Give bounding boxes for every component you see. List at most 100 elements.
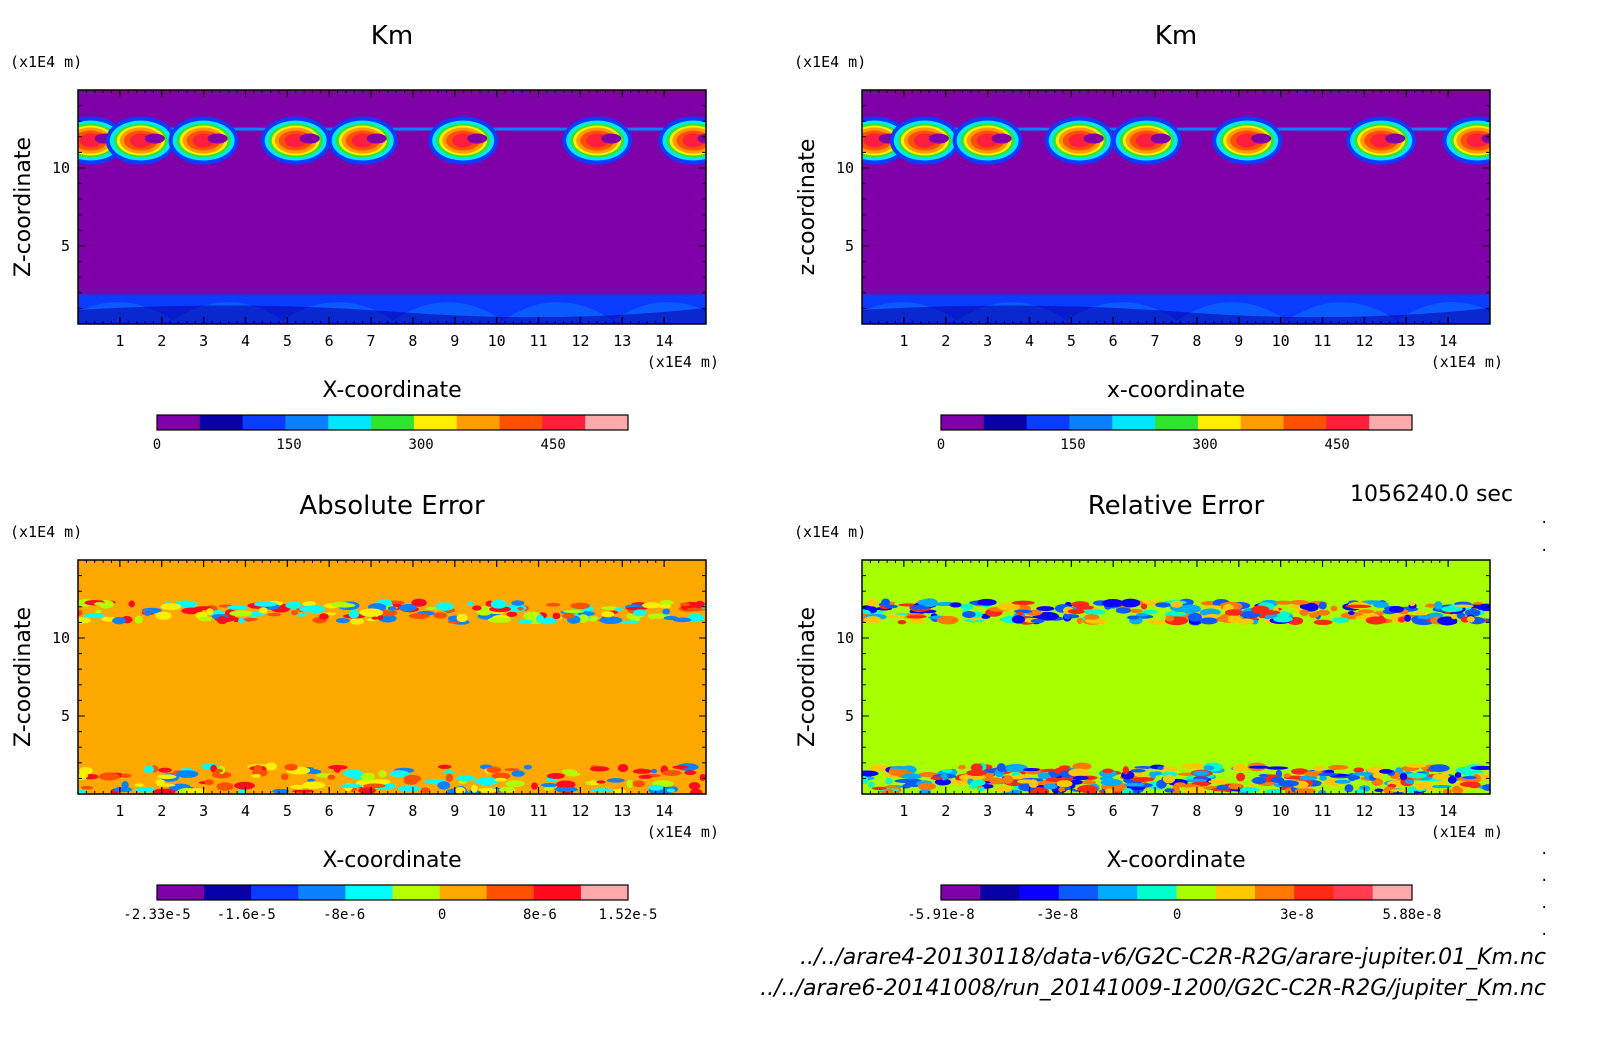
colorbar-tick-label: -5.91e-8 bbox=[907, 907, 974, 923]
plume-swirl bbox=[1083, 133, 1104, 144]
colorbar-swatch bbox=[345, 885, 393, 900]
timestamp: 1056240.0 sec bbox=[1350, 482, 1514, 507]
error-speck bbox=[456, 613, 468, 623]
error-speck bbox=[78, 609, 83, 616]
colorbar-swatch bbox=[199, 415, 244, 430]
x-axis: 1 2 3 4 5 6 7 8 9 10 11 12 13 14(x1E4 m)x-coordinate bbox=[869, 90, 1503, 403]
error-speck bbox=[897, 619, 907, 625]
error-speck bbox=[1183, 786, 1207, 794]
error-speck bbox=[1454, 772, 1462, 778]
error-speck bbox=[1466, 616, 1475, 623]
error-speck bbox=[589, 766, 610, 772]
colorbar-swatch bbox=[439, 885, 488, 900]
error-speck bbox=[536, 615, 545, 623]
error-speck bbox=[976, 598, 997, 606]
decor-dot: . bbox=[1540, 869, 1549, 885]
error-speck bbox=[632, 780, 646, 788]
error-speck bbox=[216, 782, 234, 791]
error-speck bbox=[1406, 764, 1427, 768]
error-speck bbox=[387, 606, 397, 611]
error-speck bbox=[1289, 599, 1310, 605]
error-speck bbox=[1447, 776, 1457, 784]
error-speck bbox=[80, 785, 94, 790]
colorbar-swatch bbox=[499, 415, 543, 430]
error-speck bbox=[1434, 601, 1443, 610]
error-speck bbox=[1460, 785, 1469, 791]
error-speck bbox=[1130, 769, 1146, 773]
error-speck bbox=[204, 779, 214, 786]
error-speck bbox=[1353, 767, 1365, 773]
error-speck bbox=[901, 773, 922, 780]
error-speck bbox=[1236, 772, 1246, 782]
error-speck bbox=[144, 609, 151, 617]
error-speck bbox=[1173, 782, 1187, 788]
x-tick-label: 10 bbox=[1272, 332, 1290, 350]
heatmap-field bbox=[862, 116, 1490, 324]
error-speck bbox=[626, 779, 633, 789]
error-speck bbox=[477, 787, 499, 793]
colorbar-swatch bbox=[1369, 415, 1413, 430]
x-tick-label: 2 bbox=[157, 332, 166, 350]
error-speck bbox=[1252, 776, 1267, 785]
error-speck bbox=[1313, 765, 1325, 772]
colorbar-tick-label: -2.33e-5 bbox=[123, 907, 190, 923]
y-tick-label: 10 bbox=[52, 629, 70, 647]
error-speck bbox=[155, 779, 166, 785]
y-axis: 5 10 z-coordinate bbox=[795, 105, 1490, 309]
error-speck bbox=[1417, 615, 1433, 620]
error-speck bbox=[1409, 601, 1416, 607]
error-speck bbox=[543, 787, 555, 791]
error-speck bbox=[253, 764, 263, 774]
error-speck bbox=[1357, 609, 1375, 614]
error-speck bbox=[590, 788, 614, 793]
error-speck bbox=[350, 617, 365, 625]
colorbar-swatch bbox=[371, 415, 415, 430]
colorbar-swatch bbox=[486, 885, 535, 900]
error-speck bbox=[625, 607, 648, 611]
error-speck bbox=[686, 607, 702, 612]
error-speck bbox=[918, 771, 938, 778]
error-speck bbox=[505, 780, 525, 788]
colorbar-swatch bbox=[580, 885, 629, 900]
error-speck bbox=[638, 774, 653, 779]
x-tick-label: 9 bbox=[1234, 802, 1243, 820]
error-speck bbox=[1122, 766, 1130, 775]
x-tick-label: 6 bbox=[1109, 332, 1118, 350]
x-tick-label: 10 bbox=[488, 332, 506, 350]
x-tick-label: 5 bbox=[283, 332, 292, 350]
error-speck bbox=[1379, 768, 1393, 774]
error-speck bbox=[1291, 768, 1309, 775]
error-speck bbox=[889, 766, 912, 770]
x-tick-label: 14 bbox=[1439, 332, 1457, 350]
colorbar-swatch bbox=[941, 885, 981, 900]
error-speck bbox=[1068, 768, 1089, 777]
y-axis-label: Z-coordinate bbox=[11, 607, 36, 747]
error-speck bbox=[1030, 618, 1045, 624]
error-speck bbox=[906, 615, 927, 619]
error-speck bbox=[1330, 764, 1337, 771]
colorbar-swatch bbox=[1197, 415, 1242, 430]
error-speck bbox=[1028, 779, 1039, 788]
error-speck bbox=[1318, 601, 1327, 610]
decor-dot: . bbox=[1540, 896, 1549, 912]
x-tick-label: 13 bbox=[1397, 802, 1415, 820]
error-speck bbox=[1102, 768, 1114, 774]
error-speck bbox=[1332, 617, 1350, 623]
error-speck bbox=[1202, 605, 1222, 609]
error-speck bbox=[1428, 764, 1450, 773]
error-speck bbox=[1248, 765, 1270, 769]
decor-dot: . bbox=[1540, 842, 1549, 858]
error-speck bbox=[398, 785, 421, 792]
error-speck bbox=[648, 614, 656, 620]
colorbar-swatch bbox=[328, 415, 372, 430]
error-speck bbox=[474, 777, 499, 786]
error-speck bbox=[233, 617, 240, 623]
error-speck bbox=[284, 763, 298, 771]
x-tick-label: 6 bbox=[325, 332, 334, 350]
error-speck bbox=[112, 616, 126, 625]
error-speck bbox=[1390, 788, 1410, 793]
x-tick-label: 5 bbox=[1067, 332, 1076, 350]
error-speck bbox=[1071, 601, 1090, 608]
error-speck bbox=[437, 764, 452, 769]
error-speck bbox=[930, 776, 943, 781]
